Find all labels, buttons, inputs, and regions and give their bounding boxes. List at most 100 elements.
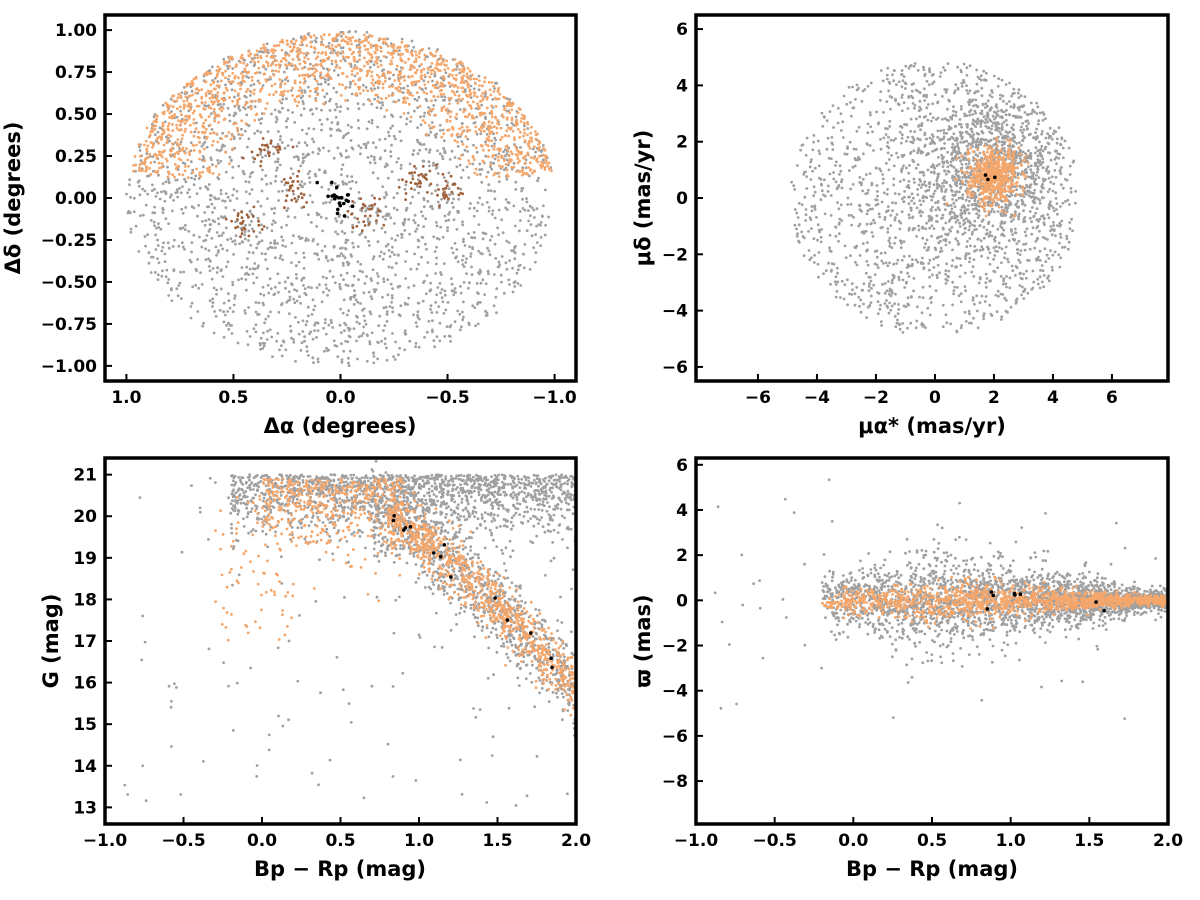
spatial-point-members [507,126,510,130]
spatial-point-field [346,263,350,267]
spatial-point-field [471,246,474,249]
pm-point-field [980,86,984,90]
pm-point-field [884,261,888,265]
spatial-point-members [227,131,231,134]
spatial-point-members [430,90,433,94]
pm-point-field [1036,149,1039,153]
spatial-point-field [276,242,279,245]
spatial-point-field [345,174,349,178]
spatial-point-field [384,244,388,248]
spatial-point-field [272,219,275,223]
pm-point-field [997,294,1000,298]
spatial-point-field [505,123,509,127]
spatial-point-field [211,211,214,214]
pm-point-field [892,183,896,187]
spatial-point-field [357,278,360,281]
spatial-point-field [268,245,272,249]
spatial-point-field [260,117,264,121]
spatial-point-field [311,356,315,360]
pm-point-field [1020,293,1023,297]
pm-point-field [965,245,969,249]
spatial-point-core [342,201,346,206]
spatial-point-field [237,278,240,282]
spatial-point-field [459,285,462,288]
spatial-point-field [188,195,192,199]
spatial-point-members [368,33,372,37]
spatial-point-field [313,329,316,332]
spatial-point-members_dark [297,195,300,199]
spatial-point-field [322,326,325,330]
spatial-point-field [300,341,304,345]
spatial-point-members [307,75,310,79]
spatial-point-field [413,97,417,101]
spatial-point-members [387,94,391,98]
pm-point-field [979,74,983,78]
spatial-point-members [421,47,424,51]
spatial-point-field [481,278,485,282]
spatial-point-members [240,72,243,75]
spatial-point-field [208,259,212,263]
spatial-point-members [184,151,187,155]
pm-point-field [1017,239,1021,243]
spatial-point-members [292,45,296,49]
spatial-point-members [146,144,150,148]
spatial-point-members [435,50,438,53]
spatial-point-field [245,201,249,205]
pm-point-field [828,172,832,176]
pm-point-field [879,147,883,151]
spatial-point-field [219,159,223,163]
spatial-point-members [148,166,151,170]
pm-point-field [984,285,988,289]
spatial-point-field [463,148,467,152]
spatial-point-members_dark [241,221,244,225]
spatial-point-field [384,205,388,209]
spatial-point-field [364,209,367,213]
spatial-point-field [389,282,393,286]
spatial-point-field [411,195,414,199]
spatial-point-field [381,185,385,189]
spatial-point-members [194,75,198,79]
spatial-point-members [215,69,219,72]
spatial-point-members [285,75,289,79]
spatial-point-field [233,297,237,300]
spatial-point-members [216,94,219,98]
spatial-point-field [377,275,380,278]
spatial-point-members [490,109,494,113]
spatial-point-field [278,163,282,167]
spatial-point-members [204,118,208,122]
spatial-point-members [143,158,147,162]
pm-point-field [1028,216,1032,220]
spatial-point-field [344,241,348,245]
spatial-point-members_dark [449,174,453,178]
spatial-point-field [367,204,371,208]
spatial-point-field [189,316,193,320]
spatial-point-members [158,153,162,156]
spatial-point-members [487,81,491,84]
spatial-point-field [383,137,387,141]
spatial-point-field [449,324,453,327]
pm-point-field [939,129,943,133]
spatial-point-field [381,257,385,261]
spatial-point-field [256,200,260,204]
spatial-point-field [341,311,345,315]
spatial-point-members [483,80,486,84]
pm-point-field [823,212,827,216]
spatial-point-members [154,114,158,117]
spatial-point-field [265,42,269,46]
spatial-point-members [468,128,472,132]
spatial-point-field [247,250,251,254]
spatial-point-members [506,148,510,152]
spatial-point-field [368,65,372,69]
spatial-point-members [273,82,277,86]
pm-point-field [945,118,949,122]
spatial-point-members_dark [409,181,413,185]
spatial-point-field [318,168,321,172]
spatial-point-field [243,233,247,237]
spatial-point-core [333,196,337,201]
spatial-point-field [224,206,228,210]
spatial-point-members [379,63,383,67]
spatial-point-members [162,124,165,128]
spatial-point-field [316,357,320,361]
pm-point-field [1055,137,1059,141]
spatial-point-field [372,158,376,162]
